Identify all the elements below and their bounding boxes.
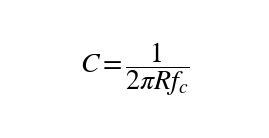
Text: $\mathbf{\mathit{C}} = \dfrac{1}{2\pi R f_c}$: $\mathbf{\mathit{C}} = \dfrac{1}{2\pi R … <box>80 40 189 98</box>
